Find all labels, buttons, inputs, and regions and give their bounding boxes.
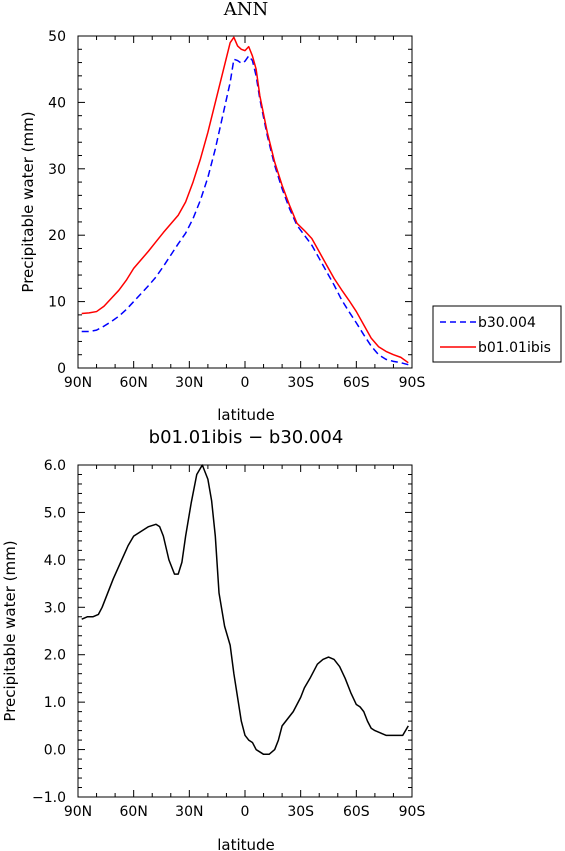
y-tick-label: 0: [57, 361, 66, 377]
legend: b30.004 b01.01ibis: [432, 305, 562, 363]
x-tick-label: 90N: [64, 375, 92, 391]
ticks-layer: 90N 60N 30N 0 30S 60S 90S −1.0 0.0 1.0 2.0 3.0 4.0 5.…: [32, 458, 425, 820]
y-tick-label: 3.0: [44, 600, 66, 616]
series-layer: [81, 464, 409, 756]
x-tick-label: 0: [241, 804, 250, 820]
y-tick-label: 2.0: [44, 648, 66, 664]
plot-frame: [77, 464, 413, 798]
x-tick-label: 30S: [287, 375, 314, 391]
y-axis-label: Precipitable water (mm): [1, 540, 19, 721]
y-tick-label: 30: [48, 162, 66, 178]
x-tick-label: 60S: [343, 375, 370, 391]
chart-panel-bottom: b01.01ibis − b30.004 90N 60N 30N 0 30S 60S 90S…: [1, 427, 425, 851]
x-tick-label: 30N: [175, 804, 203, 820]
y-tick-label: 40: [48, 95, 66, 111]
series-line-b30.004: [81, 55, 409, 366]
y-tick-label: 50: [48, 29, 66, 45]
x-tick-label: 30S: [287, 804, 314, 820]
y-tick-label: 6.0: [44, 458, 66, 474]
y-tick-label: 4.0: [44, 553, 66, 569]
series-line-b01.01ibis: [81, 36, 409, 364]
x-tick-label: 0: [241, 375, 250, 391]
y-tick-label: −1.0: [32, 790, 66, 806]
series-layer: [81, 36, 409, 366]
chart-title: ANN: [223, 0, 269, 20]
y-tick-label: 20: [48, 228, 66, 244]
chart-title: b01.01ibis − b30.004: [149, 427, 344, 448]
y-tick-label: 10: [48, 295, 66, 311]
y-tick-label: 5.0: [44, 505, 66, 521]
legend-box: [432, 305, 562, 363]
series-line-series-0: [81, 464, 409, 756]
x-axis-label: latitude: [217, 836, 275, 851]
chart-panel-top: ANN 90N 60N 30N 0 30S 60S 90S 0 10 20 30 40 50 latit…: [19, 0, 425, 424]
x-tick-label: 60N: [120, 804, 148, 820]
x-tick-label: 30N: [175, 375, 203, 391]
ticks-layer: 90N 60N 30N 0 30S 60S 90S 0 10 20 30 40 50: [48, 29, 425, 391]
x-tick-label: 60S: [343, 804, 370, 820]
plot-frame: [77, 35, 413, 369]
legend-label-b01.01ibis: b01.01ibis: [478, 340, 551, 356]
x-tick-label: 60N: [120, 375, 148, 391]
x-tick-label: 90N: [64, 804, 92, 820]
x-tick-label: 90S: [399, 804, 426, 820]
y-axis-label: Precipitable water (mm): [19, 111, 37, 292]
legend-label-b30.004: b30.004: [478, 315, 536, 331]
y-tick-label: 0.0: [44, 743, 66, 759]
y-tick-label: 1.0: [44, 695, 66, 711]
x-tick-label: 90S: [399, 375, 426, 391]
x-axis-label: latitude: [217, 406, 275, 424]
